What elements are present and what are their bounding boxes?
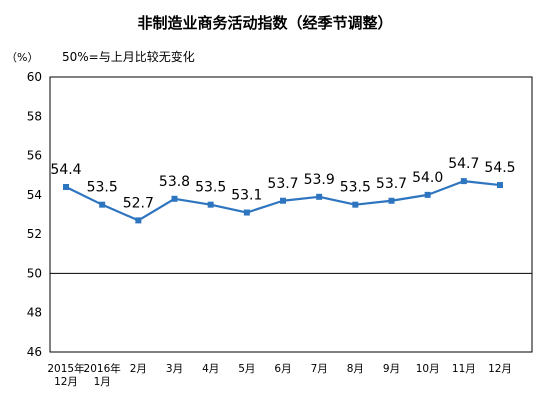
- x-tick-label: 5月: [238, 363, 255, 375]
- data-label: 53.7: [376, 176, 407, 192]
- x-tick-label: 2月: [130, 363, 147, 375]
- y-tick-label: 50: [27, 266, 42, 280]
- x-tick-label: 3月: [166, 363, 183, 375]
- data-point-marker: [99, 201, 106, 208]
- x-tick-label: 4月: [202, 363, 219, 375]
- chart-annotation: 50%=与上月比较无变化: [62, 49, 195, 64]
- data-label: 53.5: [87, 180, 118, 196]
- chart-title: 非制造业商务活动指数（经季节调整）: [137, 14, 392, 32]
- data-label: 52.7: [123, 195, 154, 211]
- data-point-marker: [171, 195, 178, 202]
- y-tick-label: 56: [27, 149, 42, 163]
- series-layer: [63, 178, 503, 224]
- data-label: 54.7: [448, 156, 479, 172]
- data-label: 53.1: [231, 188, 262, 204]
- data-label: 53.5: [340, 180, 371, 196]
- y-axis-unit-label: （%）: [6, 51, 38, 64]
- data-point-marker: [316, 193, 323, 200]
- data-label: 54.0: [412, 170, 443, 186]
- data-label: 53.7: [267, 176, 298, 192]
- data-point-marker: [243, 209, 250, 216]
- data-point-marker: [424, 191, 431, 198]
- y-tick-label: 60: [27, 70, 42, 84]
- data-point-marker: [460, 178, 467, 185]
- data-point-marker: [388, 197, 395, 204]
- y-axis: 46 48 50 52 54 56 58 60: [27, 70, 42, 359]
- x-tick-label: 12月: [488, 363, 512, 375]
- data-point-marker: [207, 201, 214, 208]
- y-tick-label: 46: [27, 345, 42, 359]
- y-tick-label: 54: [27, 188, 42, 202]
- data-label-layer: 54.4 53.5 52.7 53.8 53.5 53.1 53.7 53.9 53.5 53.7…: [50, 156, 515, 211]
- x-tick-label: 10月: [416, 363, 440, 375]
- data-point-marker: [135, 217, 142, 224]
- x-tick-label: 9月: [383, 363, 400, 375]
- data-label: 53.5: [195, 180, 226, 196]
- x-tick-label: 2015年 12月: [47, 362, 84, 388]
- x-tick-label: 8月: [347, 363, 364, 375]
- x-tick-label: 11月: [452, 363, 476, 375]
- data-point-marker: [63, 184, 69, 190]
- data-label: 54.5: [484, 160, 515, 176]
- x-tick-label: 2016年 1月: [84, 362, 121, 388]
- y-tick-label: 52: [27, 227, 42, 241]
- data-label: 53.8: [159, 174, 190, 190]
- data-point-marker: [497, 182, 503, 189]
- plot-area-frame: [49, 76, 533, 353]
- y-tick-label: 58: [27, 109, 42, 123]
- data-point-marker: [352, 201, 359, 208]
- y-tick-label: 48: [27, 306, 42, 320]
- x-tick-label: 6月: [274, 363, 291, 375]
- data-point-marker: [280, 197, 286, 204]
- x-tick-label: 7月: [311, 363, 328, 375]
- data-label: 54.4: [50, 162, 81, 178]
- data-label: 53.9: [304, 172, 335, 188]
